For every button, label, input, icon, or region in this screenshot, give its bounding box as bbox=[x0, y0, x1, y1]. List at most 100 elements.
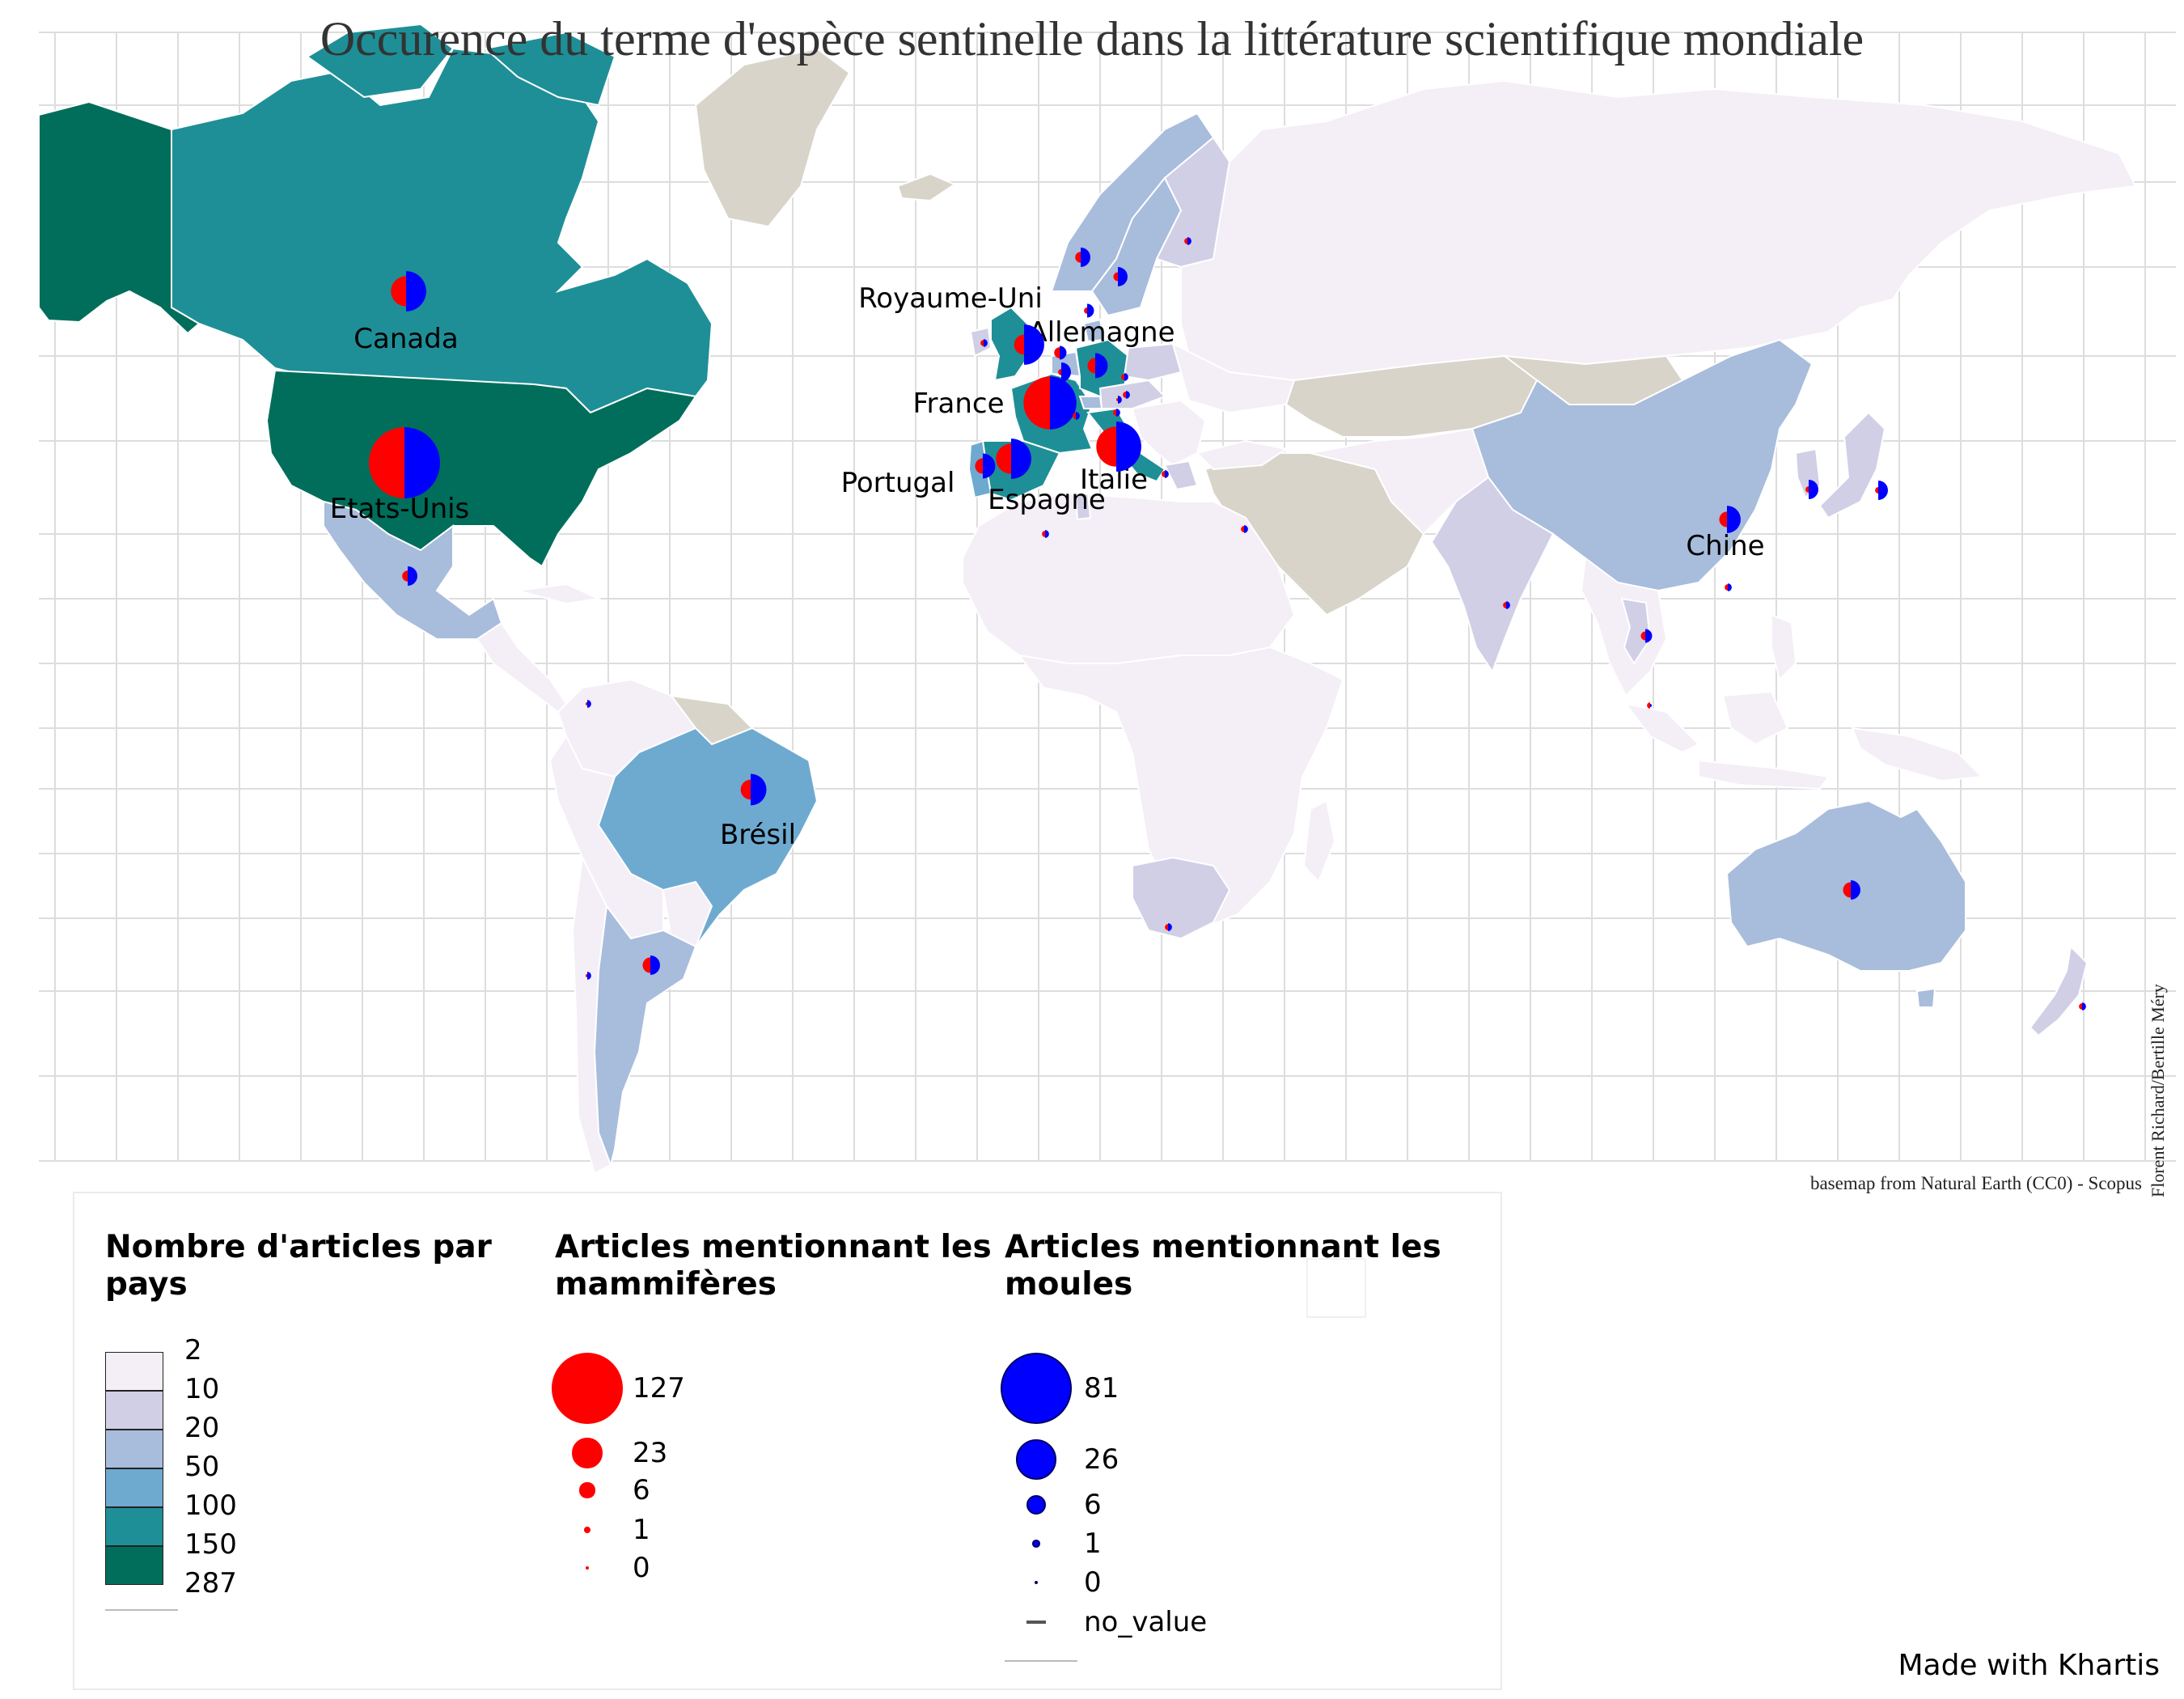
legend-mussels-title-line2: moules bbox=[1005, 1266, 1133, 1303]
country-austria-cz bbox=[1098, 379, 1166, 409]
legend-separator bbox=[105, 1609, 178, 1611]
country-symbol bbox=[391, 271, 426, 311]
proportional-symbols bbox=[369, 237, 2086, 1011]
country-poland bbox=[1123, 342, 1183, 382]
mammals-half-circle bbox=[1054, 347, 1060, 358]
mussels-half-circle bbox=[2082, 1002, 2086, 1011]
legend-mussels-value: 81 bbox=[1084, 1372, 1120, 1405]
mussels-half-circle bbox=[650, 955, 660, 975]
legend-choropleth-title-line1: Nombre d'articles par bbox=[105, 1229, 492, 1265]
mammals-half-circle bbox=[1843, 882, 1851, 898]
country-symbol bbox=[1042, 530, 1049, 538]
legend-choropleth-swatch bbox=[105, 1468, 163, 1507]
legend-mammals-value: 0 bbox=[633, 1552, 650, 1584]
country-russia bbox=[1180, 79, 2137, 382]
region-indonesia-3 bbox=[1721, 690, 1789, 746]
mussels-half-circle bbox=[1645, 629, 1653, 643]
country-symbol bbox=[1087, 353, 1108, 379]
region-central-america bbox=[476, 621, 568, 714]
legend-mussels-title: Articles mentionnant les moules bbox=[1005, 1229, 1441, 1303]
basemap-source: basemap from Natural Earth (CC0) - Scopu… bbox=[1809, 1173, 2142, 1193]
mussels-half-circle bbox=[1851, 880, 1860, 900]
mammals-half-circle bbox=[1725, 584, 1728, 591]
mussels-half-circle bbox=[1124, 373, 1128, 381]
country-symbol bbox=[980, 339, 988, 347]
mussels-half-circle bbox=[1809, 480, 1818, 499]
mussels-half-circle bbox=[751, 773, 767, 806]
country-symbol bbox=[1075, 248, 1090, 267]
legend-choropleth-swatch bbox=[105, 1391, 163, 1430]
country-symbol bbox=[1503, 601, 1510, 609]
legend-choropleth-break: 20 bbox=[184, 1412, 220, 1444]
country-symbol bbox=[1014, 324, 1044, 365]
mammals-half-circle bbox=[586, 702, 587, 705]
mussels-half-circle bbox=[1244, 525, 1248, 533]
region-north-africa bbox=[962, 492, 1296, 664]
country-symbol bbox=[1113, 267, 1128, 286]
mammals-half-circle bbox=[2079, 1003, 2082, 1010]
mammals-half-circle bbox=[1241, 526, 1244, 532]
legend-no-value-label: no_value bbox=[1084, 1606, 1208, 1638]
legend-mammals-value: 1 bbox=[633, 1514, 650, 1546]
mussels-half-circle bbox=[1187, 237, 1191, 245]
legend-mammals-title: Articles mentionnant les mammifères bbox=[555, 1229, 992, 1303]
country-symbol bbox=[402, 566, 417, 586]
country-label: France bbox=[912, 388, 1004, 420]
country-greece bbox=[1163, 460, 1199, 491]
legend-choropleth-break: 150 bbox=[184, 1528, 237, 1561]
mussels-half-circle bbox=[1061, 362, 1071, 382]
mammals-half-circle bbox=[1058, 369, 1061, 375]
legend-mussels-value: 6 bbox=[1084, 1489, 1102, 1521]
mussels-half-circle bbox=[1727, 506, 1741, 533]
legend-choropleth-break: 100 bbox=[184, 1489, 237, 1522]
region-indonesia-2 bbox=[1698, 759, 1830, 790]
mammals-half-circle bbox=[642, 957, 650, 973]
country-symbol bbox=[1843, 880, 1860, 900]
mammals-half-circle bbox=[1113, 272, 1118, 282]
country-label: Italie bbox=[1080, 464, 1148, 496]
country-japan bbox=[1818, 411, 1886, 519]
mammals-half-circle bbox=[1075, 252, 1081, 263]
legend-mussels-title-line1: Articles mentionnant les bbox=[1005, 1229, 1441, 1265]
country-usa bbox=[265, 369, 697, 568]
country-symbol bbox=[1084, 303, 1094, 318]
country-thailand bbox=[1620, 597, 1652, 665]
country-turkey bbox=[1196, 439, 1289, 471]
legend-mammals-value: 23 bbox=[633, 1437, 668, 1469]
mussels-half-circle bbox=[1060, 345, 1067, 360]
legend-mammals-circle bbox=[586, 1566, 589, 1570]
mammals-half-circle bbox=[975, 458, 983, 474]
country-symbol bbox=[1054, 345, 1067, 360]
region-paraguay bbox=[662, 880, 713, 948]
country-label: Brésil bbox=[720, 819, 796, 851]
legend-mammals-value: 127 bbox=[633, 1372, 685, 1405]
mammals-half-circle bbox=[586, 974, 587, 977]
region-southeast-asia bbox=[1580, 557, 1668, 697]
country-symbol bbox=[1241, 525, 1248, 533]
legend-separator bbox=[1005, 1660, 1077, 1662]
map-title: Occurence du terme d'espèce sentinelle d… bbox=[320, 12, 1864, 66]
legend-mussels-circle bbox=[1001, 1353, 1072, 1424]
mammals-half-circle bbox=[1640, 631, 1645, 641]
legend-choropleth-break: 50 bbox=[184, 1451, 220, 1483]
mammals-half-circle bbox=[1121, 374, 1124, 380]
legend-mammals-circle bbox=[579, 1482, 595, 1498]
mussels-half-circle bbox=[587, 700, 591, 708]
country-tunisia bbox=[1074, 492, 1092, 521]
mussels-half-circle bbox=[1076, 412, 1080, 420]
country-symbol bbox=[1058, 362, 1071, 382]
country-label: Etats-Unis bbox=[330, 493, 470, 525]
mussels-half-circle bbox=[1011, 439, 1031, 479]
region-new-guinea bbox=[1851, 727, 1984, 782]
country-symbol bbox=[996, 439, 1031, 479]
mussels-half-circle bbox=[1116, 409, 1120, 417]
country-symbol bbox=[1113, 409, 1120, 417]
legend-choropleth-break: 287 bbox=[184, 1567, 237, 1599]
country-canada bbox=[171, 47, 713, 414]
country-symbol bbox=[369, 427, 440, 498]
legend-choropleth-title: Nombre d'articles par pays bbox=[105, 1229, 492, 1303]
country-symbol bbox=[975, 453, 996, 479]
mussels-half-circle bbox=[1506, 601, 1510, 609]
